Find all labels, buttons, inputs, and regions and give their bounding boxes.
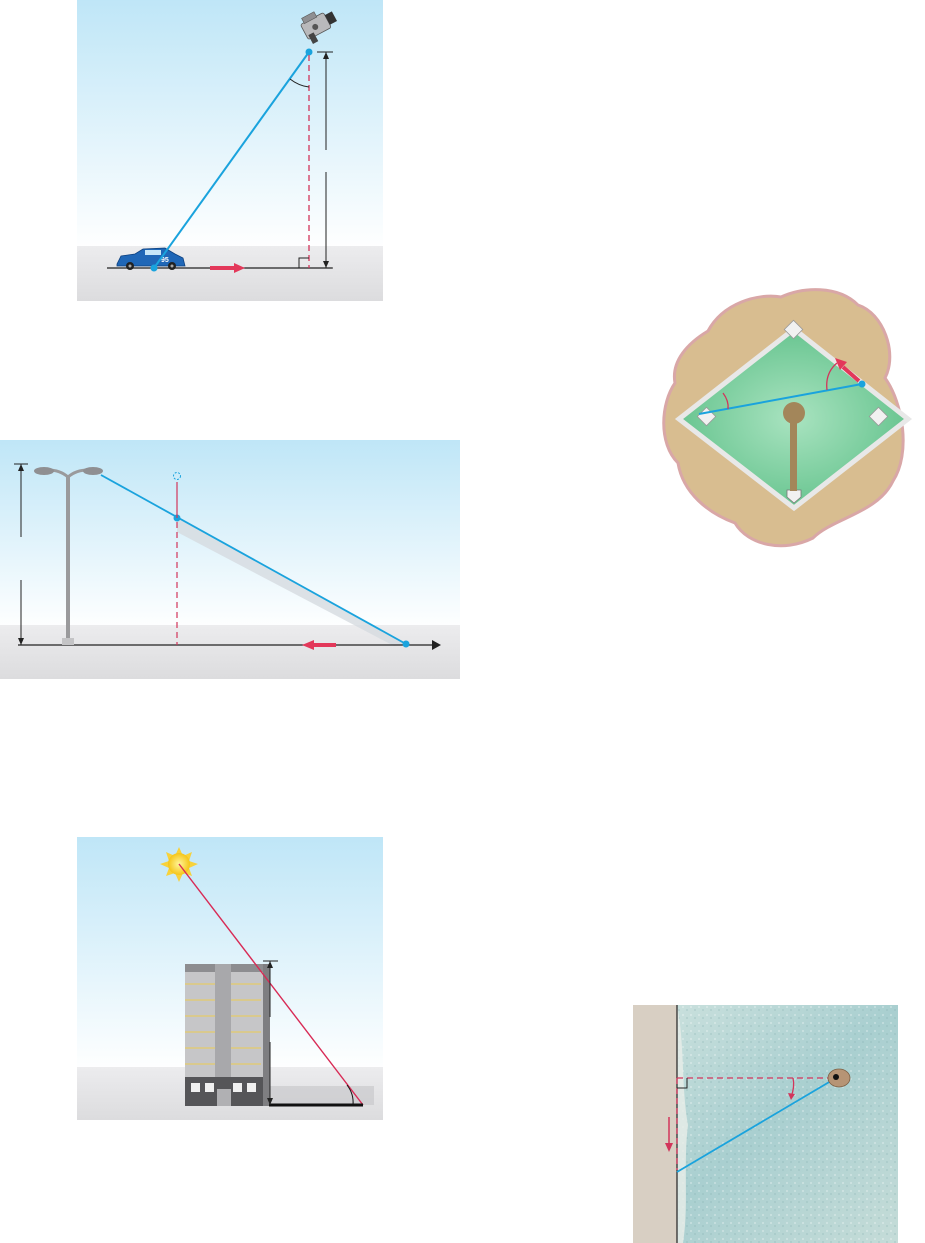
- streetlight-icon: [34, 467, 103, 645]
- right-angle-marker: [298, 257, 309, 268]
- lighthouse-icon: [827, 1068, 851, 1088]
- shadow-band: [177, 518, 406, 646]
- building-svg: [77, 837, 383, 1120]
- person-head-outline: [173, 472, 181, 480]
- building-shadow: [263, 1086, 374, 1105]
- elevation-angle-arc: [346, 1084, 354, 1106]
- walking-direction-arrow: [302, 640, 336, 650]
- beach-sand: [633, 1005, 677, 1243]
- home-plate: [786, 489, 802, 504]
- lamp-height-dimension: [14, 463, 28, 645]
- runner-point: [858, 380, 866, 388]
- race-car-icon: 95: [116, 247, 186, 270]
- axis-arrowhead: [432, 640, 441, 650]
- angle-arc-first: [826, 362, 838, 391]
- car-point: [150, 264, 158, 272]
- streetlight-svg: [0, 440, 460, 679]
- runner-direction-arrow: [835, 358, 861, 383]
- baseball-svg: [662, 288, 913, 548]
- light-ray: [100, 474, 407, 645]
- building-shadow-figure: [77, 837, 383, 1120]
- first-base: [868, 406, 889, 427]
- sight-line: [153, 51, 310, 269]
- shoreline-svg: [633, 1005, 898, 1243]
- camera-point: [305, 48, 313, 56]
- building-icon: [185, 964, 270, 1106]
- race-car-figure: 95: [77, 0, 383, 301]
- beam-angle-arrow: [788, 1093, 795, 1100]
- runner-line: [698, 383, 863, 415]
- pitch-path: [790, 413, 797, 491]
- shoreline-figure: [633, 1005, 898, 1243]
- second-base: [783, 319, 804, 340]
- right-angle-marker: [677, 1078, 688, 1089]
- ground: [77, 246, 383, 301]
- car-number: 95: [161, 257, 169, 264]
- light-beam: [676, 1077, 837, 1173]
- car-direction-arrow: [210, 263, 245, 273]
- baseball-field-figure: [653, 283, 925, 558]
- angle-arc: [289, 78, 310, 88]
- sky: [77, 0, 383, 250]
- angle-arc-third: [722, 392, 729, 410]
- race-car-svg: 95: [77, 0, 383, 301]
- building-height-dimension: [263, 960, 278, 1105]
- surf-line: [677, 1005, 688, 1243]
- pitchers-mound: [783, 402, 805, 424]
- height-dimension: [317, 51, 333, 269]
- sun-ray: [178, 863, 364, 1106]
- shadow-tip-point: [402, 640, 410, 648]
- streetlight-figure: [0, 440, 460, 679]
- camera-icon: [300, 11, 338, 44]
- beam-spot-direction-arrow: [665, 1117, 673, 1152]
